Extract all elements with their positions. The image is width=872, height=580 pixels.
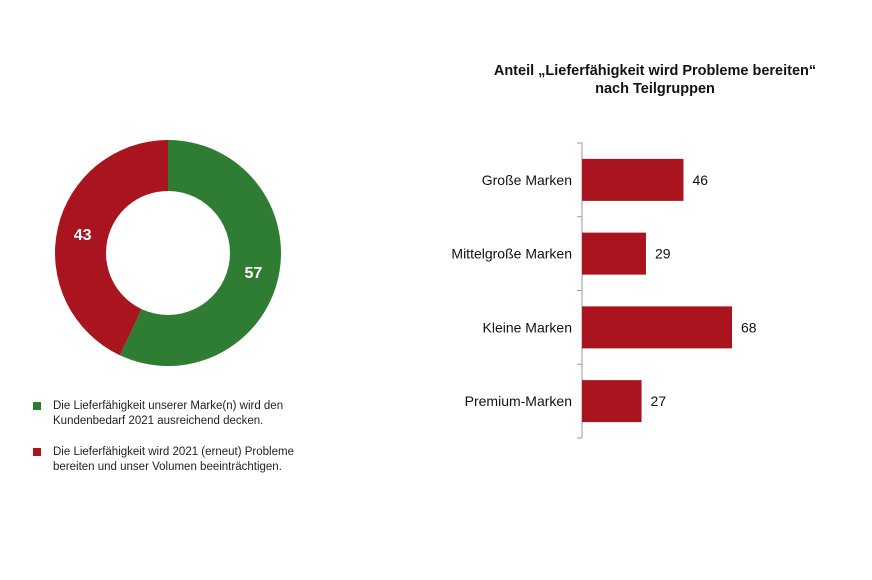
bar-category-label-1: Mittelgroße Marken — [451, 246, 572, 262]
legend-label-problems: Die Lieferfähigkeit wird 2021 (erneut) P… — [53, 446, 294, 473]
legend-label-sufficient: Die Lieferfähigkeit unserer Marke(n) wir… — [53, 400, 284, 427]
bar-3 — [582, 380, 642, 423]
donut-value-label-0: 57 — [244, 265, 262, 282]
bar-0 — [582, 158, 684, 201]
donut-chart: 57 43 — [55, 140, 282, 367]
bar-chart: Große Marken 46 Mittelgroße Marken 29 Kleine… — [451, 142, 757, 439]
legend-swatch-green — [33, 402, 41, 410]
bar-chart-title-line1: Anteil „Lieferfähigkeit wird Probleme be… — [493, 63, 817, 79]
bar-chart-title: Anteil „Lieferfähigkeit wird Probleme be… — [440, 62, 870, 98]
bar-value-label-3: 27 — [651, 393, 667, 409]
bar-chart-title-line2: nach Teilgruppen — [595, 81, 715, 97]
donut-slice-0 — [119, 140, 282, 367]
bar-value-label-2: 68 — [741, 319, 757, 335]
donut-slice-1 — [55, 140, 168, 356]
bar-value-label-1: 29 — [655, 246, 671, 262]
bar-value-label-0: 46 — [692, 172, 708, 188]
bar-category-label-0: Große Marken — [482, 172, 572, 188]
bar-category-label-2: Kleine Marken — [483, 319, 573, 335]
bar-category-label-3: Premium-Marken — [465, 393, 572, 409]
legend-item-problems: Die Lieferfähigkeit wird 2021 (erneut) P… — [33, 445, 323, 477]
bar-1 — [582, 232, 646, 275]
legend-swatch-red — [33, 448, 41, 456]
donut-value-label-1: 43 — [74, 227, 92, 244]
bar-2 — [582, 306, 732, 349]
legend-item-sufficient: Die Lieferfähigkeit unserer Marke(n) wir… — [33, 399, 323, 431]
